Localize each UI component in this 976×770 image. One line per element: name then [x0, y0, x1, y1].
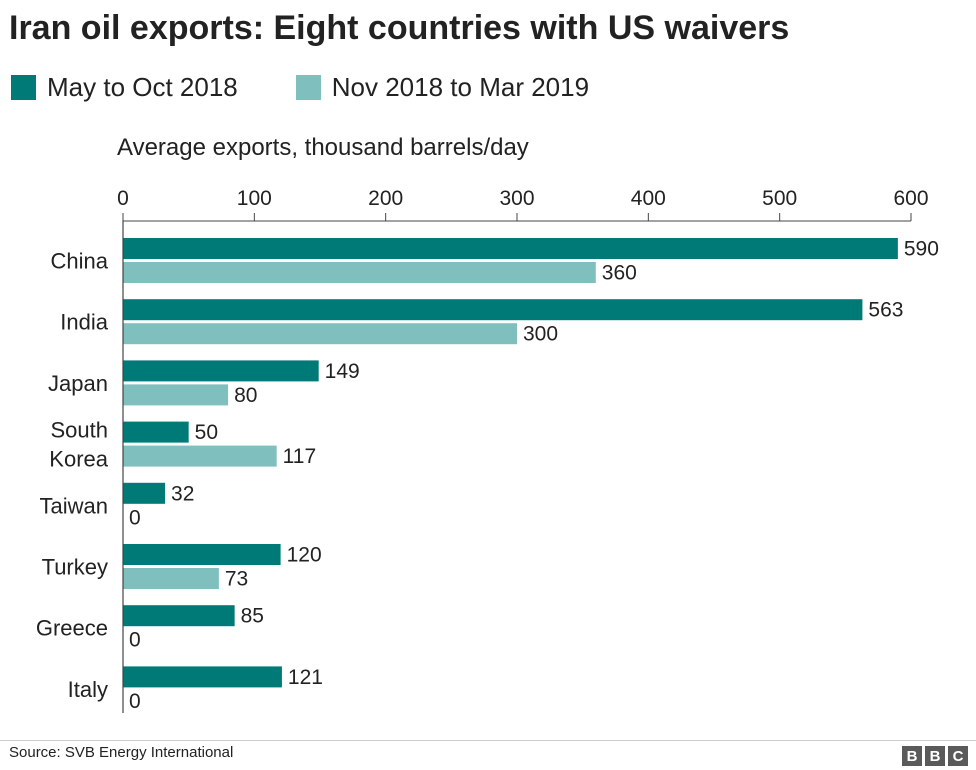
x-tick-label: 200 — [368, 187, 403, 210]
bar-series-2 — [123, 262, 596, 283]
bbc-logo-letter-3: C — [948, 746, 968, 766]
category-label: India — [60, 310, 108, 335]
x-tick-label: 300 — [499, 187, 534, 210]
legend-item-series-2: Nov 2018 to Mar 2019 — [295, 72, 590, 103]
data-label-series-2: 0 — [129, 690, 141, 713]
category-label: China — [51, 249, 109, 274]
data-label-series-1: 563 — [868, 299, 903, 322]
bar-series-1 — [123, 605, 235, 627]
category-label: Turkey — [42, 555, 108, 580]
bar-series-1 — [123, 238, 898, 259]
bar-series-1 — [123, 360, 319, 382]
legend-item-series-1: May to Oct 2018 — [11, 72, 238, 103]
bar-series-2 — [123, 445, 277, 467]
legend: May to Oct 2018 Nov 2018 to Mar 2019 — [11, 72, 589, 103]
data-label-series-2: 360 — [602, 262, 637, 285]
x-tick-label: 0 — [117, 187, 129, 210]
bar-series-1 — [123, 299, 863, 321]
category-label: Italy — [68, 677, 108, 702]
bar-series-1 — [123, 544, 281, 565]
category-label: Korea — [49, 447, 108, 472]
data-label-series-1: 120 — [287, 544, 322, 567]
category-label: Taiwan — [40, 493, 108, 518]
bbc-logo-letter-2: B — [925, 746, 945, 766]
data-label-series-1: 121 — [288, 666, 323, 689]
data-label-series-1: 590 — [904, 238, 939, 261]
bar-series-2 — [123, 384, 229, 406]
legend-swatch-series-2 — [295, 75, 321, 100]
source-note: Source: SVB Energy International — [9, 744, 234, 761]
bar-series-1 — [123, 482, 166, 504]
x-tick-label: 600 — [893, 187, 928, 210]
chart-title: Iran oil exports: Eight countries with U… — [9, 9, 790, 47]
bar-chart: 0 100 200 300 400 500 600590360China563300Indi… — [36, 187, 939, 713]
x-tick-label: 400 — [631, 187, 666, 210]
legend-label-series-2: Nov 2018 to Mar 2019 — [331, 72, 590, 102]
category-label: Greece — [36, 616, 108, 641]
legend-swatch-series-1 — [11, 75, 36, 100]
data-label-series-2: 300 — [523, 323, 558, 346]
bar-series-1 — [123, 421, 189, 443]
bbc-logo: B B C — [899, 746, 968, 766]
bar-series-2 — [123, 323, 517, 345]
category-label: South — [51, 418, 109, 443]
data-label-series-1: 32 — [171, 482, 194, 505]
axis-label: Average exports, thousand barrels/day — [117, 134, 529, 161]
data-label-series-1: 85 — [241, 605, 264, 628]
data-label-series-1: 50 — [195, 421, 218, 444]
legend-label-series-1: May to Oct 2018 — [47, 72, 238, 102]
data-label-series-2: 0 — [129, 506, 141, 529]
footer-divider — [0, 740, 976, 741]
data-label-series-2: 0 — [129, 629, 141, 652]
data-label-series-2: 73 — [225, 568, 248, 591]
data-label-series-1: 149 — [325, 360, 360, 383]
bbc-logo-letter-1: B — [902, 746, 922, 766]
category-label: Japan — [48, 371, 108, 396]
x-tick-label: 500 — [762, 187, 797, 210]
bar-series-2 — [123, 568, 219, 589]
data-label-series-2: 117 — [283, 445, 316, 468]
bar-series-1 — [123, 666, 282, 688]
data-label-series-2: 80 — [234, 384, 257, 407]
x-tick-label: 100 — [237, 187, 272, 210]
